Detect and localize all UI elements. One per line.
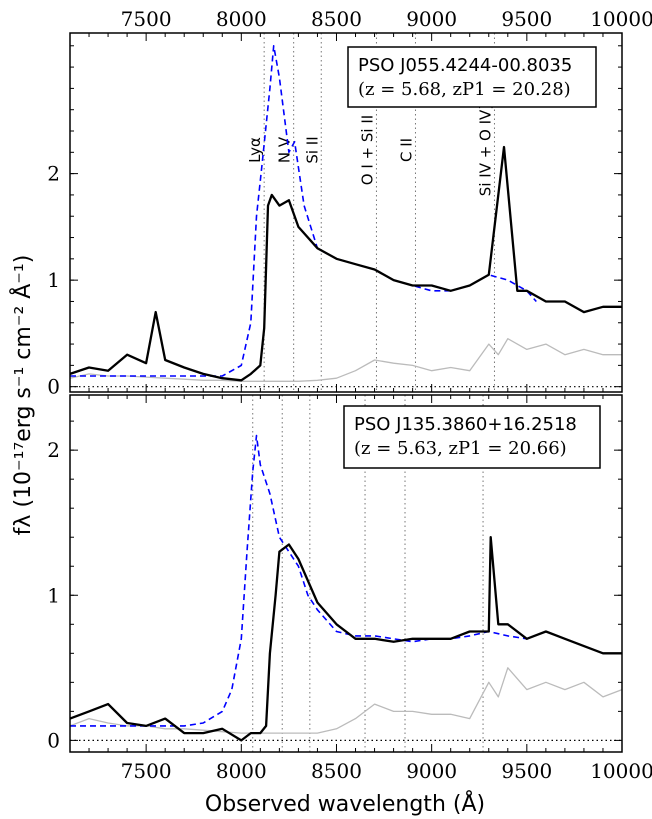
x-tick-label-bottom: 7500 <box>121 759 172 783</box>
x-tick-label-bottom: 9500 <box>501 759 552 783</box>
plot-frame <box>69 394 623 753</box>
object-name: PSO J135.3860+16.2518 <box>354 414 577 435</box>
y-tick-label: 1 <box>47 583 60 607</box>
y-tick-label: 0 <box>47 728 60 752</box>
x-tick-label-bottom: 9000 <box>406 759 457 783</box>
object-name: PSO J055.4244-00.8035 <box>358 55 572 76</box>
emission-line-label: Si IV + O IV] <box>476 104 494 196</box>
y-tick-label: 1 <box>47 268 60 292</box>
object-redshift: (z = 5.63, zP1 = 20.66) <box>354 438 567 459</box>
x-tick-label-top: 9000 <box>406 7 457 31</box>
panels-layer: Lyα N V Si II O I + Si II C II Si IV + O IV] 7… <box>47 7 652 783</box>
emission-line-label: O I + Si II <box>358 115 376 185</box>
spectrum-series-line <box>69 536 622 742</box>
plot-frame <box>69 32 623 393</box>
x-tick-label-bottom: 8000 <box>216 759 267 783</box>
emission-line-label: Si II <box>303 136 321 163</box>
y-axis-title: fλ (10⁻¹⁷erg s⁻¹ cm⁻² Å⁻¹) <box>9 255 36 536</box>
panel-2: 7500 8000 8500 9000 9500 10000 0 1 2 PSO J135.386… <box>47 394 652 783</box>
composite-series-line <box>70 44 537 377</box>
spectrum-series-line <box>69 145 622 382</box>
x-tick-label-top: 8500 <box>311 7 362 31</box>
object-redshift: (z = 5.68, zP1 = 20.28) <box>358 79 571 100</box>
y-tick-label: 2 <box>47 438 60 462</box>
x-tick-label-bottom: 10000 <box>590 759 652 783</box>
x-tick-label-top: 8000 <box>216 7 267 31</box>
emission-line-label: Lyα <box>246 137 264 163</box>
noise-series-line <box>69 667 623 734</box>
emission-line-label: C II <box>397 138 415 162</box>
emission-line-label: N V <box>276 136 294 163</box>
object-label-box <box>343 405 601 469</box>
x-tick-label-top: 10000 <box>590 7 652 31</box>
noise-series-line <box>69 338 622 382</box>
y-tick-label: 2 <box>47 162 60 186</box>
x-tick-label-bottom: 8500 <box>311 759 362 783</box>
x-tick-label-top: 7500 <box>121 7 172 31</box>
x-tick-label-top: 9500 <box>501 7 552 31</box>
object-label-box <box>347 46 597 108</box>
y-tick-label: 0 <box>47 375 60 399</box>
panel-1: Lyα N V Si II O I + Si II C II Si IV + O IV] 7… <box>47 7 652 399</box>
x-axis-title: Observed wavelength (Å) <box>205 790 485 817</box>
